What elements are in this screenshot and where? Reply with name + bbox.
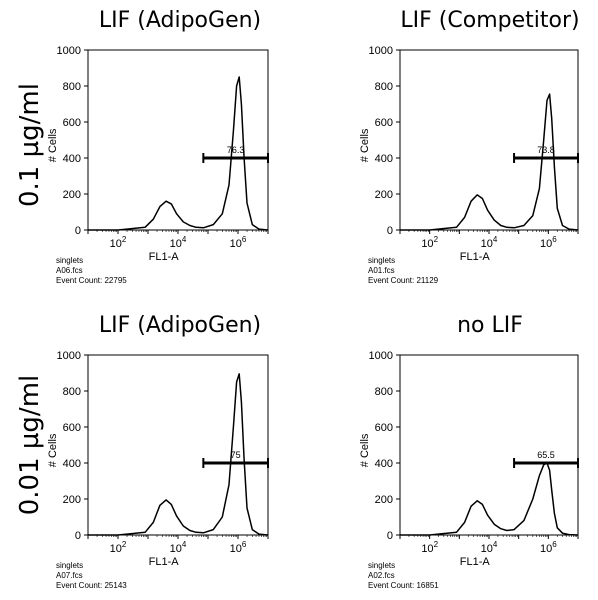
sample-info-line: A02.fcs: [368, 571, 395, 580]
y-tick-label: 0: [75, 530, 81, 542]
y-tick-label: 800: [375, 386, 393, 398]
histogram-panel-3: 0 200 400 600 800 1000 102 104 106 FL1-A # Cells 75…: [47, 350, 269, 590]
sample-info-line: Event Count: 21129: [368, 276, 439, 285]
panel-title-4: no LIF: [457, 313, 523, 338]
y-tick-label: 600: [375, 422, 393, 434]
x-tick-label: 102: [110, 235, 127, 250]
plot-frame: [87, 354, 269, 536]
y-tick-label: 1000: [57, 350, 81, 362]
y-axis-label: # Cells: [47, 433, 59, 467]
panel-title-1: LIF (AdipoGen): [98, 8, 262, 33]
y-tick-label: 200: [63, 189, 81, 201]
sample-info-line: A06.fcs: [56, 266, 83, 275]
plot-frame: [87, 49, 269, 231]
x-axis-label: FL1-A: [149, 556, 180, 568]
y-tick-label: 200: [375, 189, 393, 201]
sample-info-line: Event Count: 16851: [368, 581, 439, 590]
x-tick-label: 102: [110, 540, 127, 555]
y-tick-label: 400: [63, 458, 81, 470]
histogram-panel-4: 0 200 400 600 800 1000 102 104 106 FL1-A # Cells 65…: [359, 350, 579, 590]
y-tick-label: 800: [63, 386, 81, 398]
histogram-panel-2: 0 200 400 600 800 1000 102 104 106 FL1-A # Cells 73…: [359, 45, 579, 285]
y-tick-label: 400: [375, 153, 393, 165]
y-tick-label: 600: [63, 117, 81, 129]
y-tick-label: 0: [387, 530, 393, 542]
y-tick-label: 600: [375, 117, 393, 129]
sample-info-line: Event Count: 25143: [56, 581, 127, 590]
y-tick-label: 1000: [369, 45, 393, 57]
x-tick-label: 104: [481, 540, 498, 555]
y-tick-label: 200: [63, 494, 81, 506]
y-axis-label: # Cells: [359, 128, 371, 162]
x-tick-label: 104: [481, 235, 498, 250]
plot-frame: [399, 49, 579, 231]
sample-info-line: A01.fcs: [368, 266, 395, 275]
x-axis-label: FL1-A: [460, 556, 491, 568]
panel-title-2: LIF (Competitor): [400, 8, 580, 33]
y-tick-label: 800: [375, 81, 393, 93]
y-axis-label: # Cells: [47, 128, 59, 162]
sample-info-line: singlets: [56, 561, 83, 570]
y-tick-label: 200: [375, 494, 393, 506]
histogram-curve: [88, 373, 269, 536]
histogram-curve: [400, 93, 579, 231]
x-tick-label: 106: [540, 235, 557, 250]
x-tick-label: 104: [170, 235, 187, 250]
x-tick-label: 102: [421, 235, 438, 250]
histogram-curve: [400, 462, 579, 536]
y-tick-label: 400: [375, 458, 393, 470]
x-tick-label: 106: [230, 540, 247, 555]
gate-percent-label: 65.5: [537, 450, 555, 460]
gate-percent-label: 73.8: [537, 145, 555, 155]
sample-info-line: singlets: [368, 256, 395, 265]
histogram-curve: [88, 76, 269, 231]
y-tick-label: 1000: [369, 350, 393, 362]
y-tick-label: 0: [75, 225, 81, 237]
y-tick-label: 400: [63, 153, 81, 165]
sample-info-line: Event Count: 22795: [56, 276, 127, 285]
x-tick-label: 106: [230, 235, 247, 250]
x-tick-label: 102: [421, 540, 438, 555]
histogram-panel-1: 0 200 400 600 800 1000 102 104 106 FL1-A # Cells 76…: [47, 45, 269, 285]
plot-frame: [399, 354, 579, 536]
x-tick-label: 104: [170, 540, 187, 555]
sample-info-line: singlets: [56, 256, 83, 265]
y-tick-label: 1000: [57, 45, 81, 57]
sample-info-line: A07.fcs: [56, 571, 83, 580]
y-tick-label: 800: [63, 81, 81, 93]
x-axis-label: FL1-A: [460, 251, 491, 263]
sample-info-line: singlets: [368, 561, 395, 570]
x-axis-label: FL1-A: [149, 251, 180, 263]
panel-title-3: LIF (AdipoGen): [98, 313, 262, 338]
y-axis-label: # Cells: [359, 433, 371, 467]
x-tick-label: 106: [540, 540, 557, 555]
gate-percent-label: 76.3: [227, 145, 245, 155]
gate-percent-label: 75: [231, 450, 241, 460]
y-tick-label: 0: [387, 225, 393, 237]
y-tick-label: 600: [63, 422, 81, 434]
